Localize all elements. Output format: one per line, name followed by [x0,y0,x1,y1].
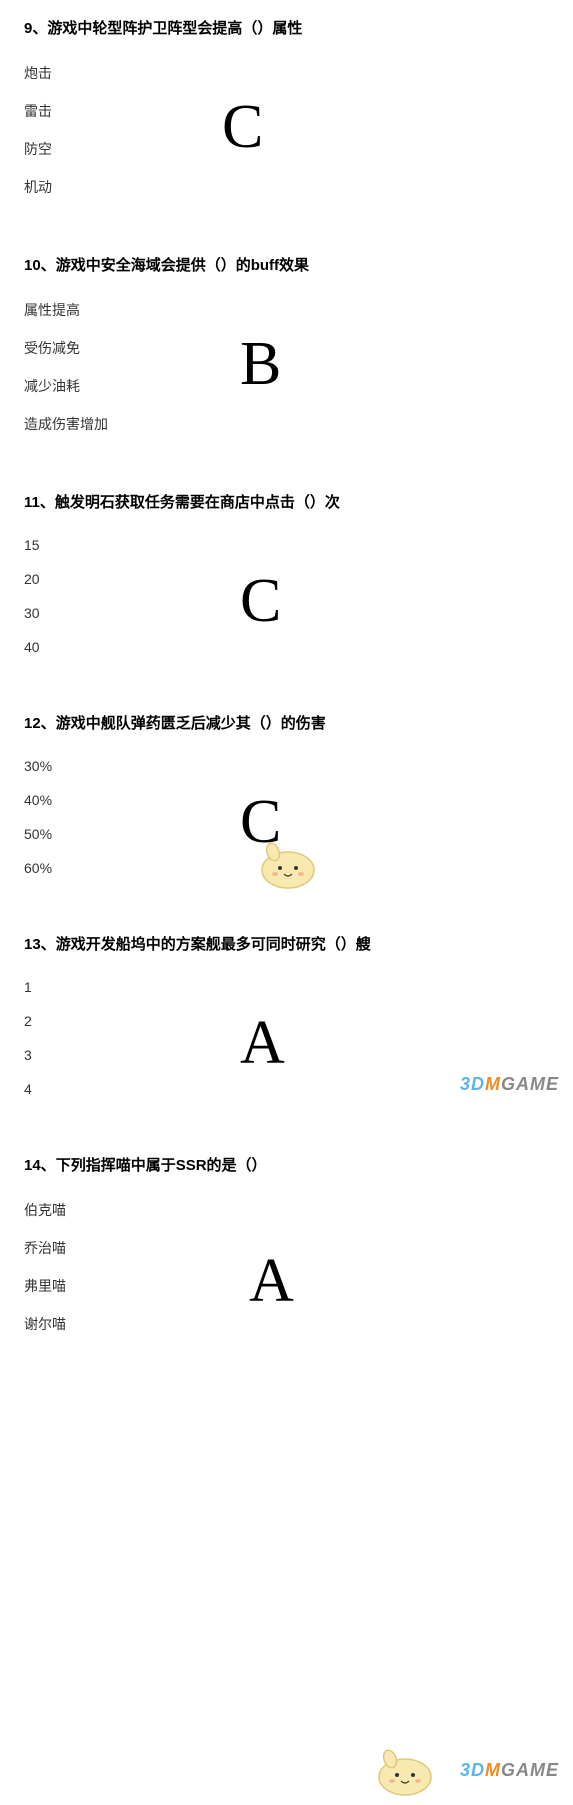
options-list: 15 20 30 40 [24,537,549,655]
option-item: 造成伤害增加 [24,414,549,434]
option-item: 雷击 [24,101,549,121]
answer-letter: C [240,570,281,632]
question-number: 10、 [24,257,56,274]
question-text: 下列指挥喵中属于SSR的是（） [56,1157,267,1174]
question-block: 9、游戏中轮型阵护卫阵型会提高（）属性炮击雷击防空机动C [24,18,549,197]
question-number: 9、 [24,20,47,37]
answer-letter: B [240,333,281,395]
watermark-part-3d: 3D [460,1074,485,1094]
mascot-icon [370,1745,440,1800]
option-item: 谢尔喵 [24,1314,549,1334]
option-item: 30% [24,758,549,774]
option-item: 15 [24,537,549,553]
option-item: 20 [24,571,549,587]
question-text: 游戏中安全海域会提供（）的buff效果 [56,257,309,274]
option-item: 防空 [24,139,549,159]
question-block: 14、下列指挥喵中属于SSR的是（）伯克喵乔治喵弗里喵谢尔喵A [24,1155,549,1334]
watermark-part-m: M [485,1074,501,1094]
options-list: 炮击雷击防空机动 [24,63,549,197]
watermark-part-game: GAME [501,1760,559,1780]
watermark-part-game: GAME [501,1074,559,1094]
option-item: 40 [24,639,549,655]
question-text: 游戏开发船坞中的方案舰最多可同时研究（）艘 [56,936,371,953]
question-number: 11、 [24,494,55,511]
watermark-3dmgame: 3DMGAME [460,1760,559,1781]
question-title: 10、游戏中安全海域会提供（）的buff效果 [24,255,549,276]
option-item: 机动 [24,177,549,197]
options-list: 属性提高受伤减免减少油耗造成伤害增加 [24,300,549,434]
watermark-part-3d: 3D [460,1760,485,1780]
question-title: 13、游戏开发船坞中的方案舰最多可同时研究（）艘 [24,934,549,955]
option-item: 属性提高 [24,300,549,320]
answer-letter: C [222,96,263,158]
option-item: 40% [24,792,549,808]
question-block: 11、触发明石获取任务需要在商店中点击（）次 15 20 30 40 C [24,492,549,655]
option-item: 受伤减免 [24,338,549,358]
option-item: 伯克喵 [24,1200,549,1220]
question-block: 13、游戏开发船坞中的方案舰最多可同时研究（）艘1234A [24,934,549,1097]
option-item: 减少油耗 [24,376,549,396]
option-item: 3 [24,1047,549,1063]
question-text: 游戏中舰队弹药匮乏后减少其（）的伤害 [56,715,326,732]
option-item: 1 [24,979,549,995]
answer-letter: A [240,1012,285,1074]
question-number: 14、 [24,1157,56,1174]
question-title: 14、下列指挥喵中属于SSR的是（） [24,1155,549,1176]
mascot-icon [253,838,323,893]
watermark-part-m: M [485,1760,501,1780]
question-number: 13、 [24,936,56,953]
question-number: 12、 [24,715,56,732]
question-title: 11、触发明石获取任务需要在商店中点击（）次 [24,492,549,513]
option-item: 2 [24,1013,549,1029]
option-item: 炮击 [24,63,549,83]
option-item: 30 [24,605,549,621]
watermark-3dmgame: 3DMGAME [460,1074,559,1095]
question-title: 9、游戏中轮型阵护卫阵型会提高（）属性 [24,18,549,39]
question-text: 触发明石获取任务需要在商店中点击（）次 [55,494,340,511]
question-text: 游戏中轮型阵护卫阵型会提高（）属性 [47,20,302,37]
question-block: 10、游戏中安全海域会提供（）的buff效果属性提高受伤减免减少油耗造成伤害增加… [24,255,549,434]
question-title: 12、游戏中舰队弹药匮乏后减少其（）的伤害 [24,713,549,734]
answer-letter: A [249,1250,294,1312]
